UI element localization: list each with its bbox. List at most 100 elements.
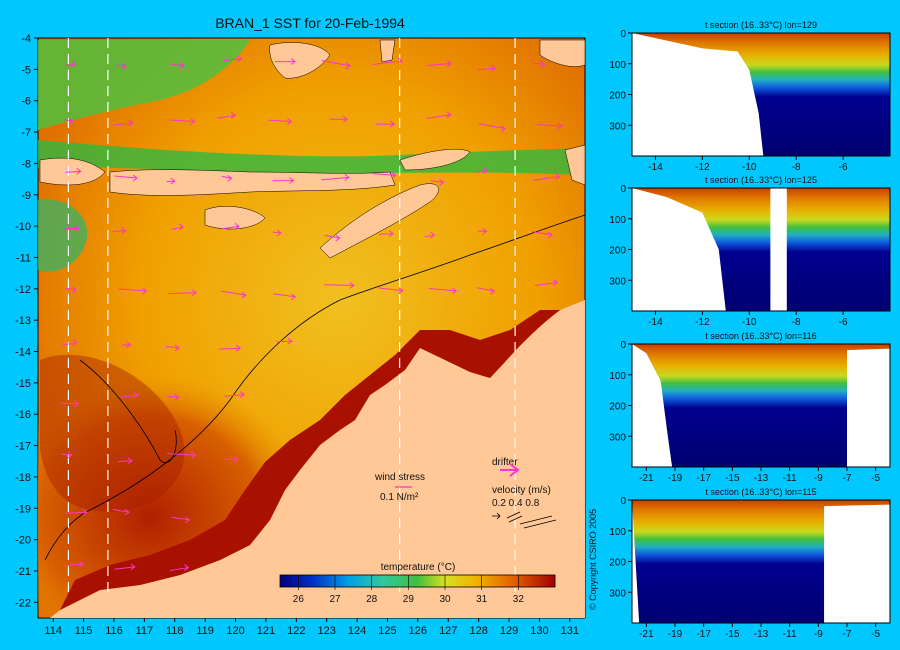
lat-tick-label: -8 bbox=[21, 158, 31, 170]
lon-tick-label: 130 bbox=[530, 625, 548, 637]
section-ytick-label: 0 bbox=[620, 29, 626, 40]
lat-tick-label: -20 bbox=[15, 535, 31, 547]
velocity-scale: 0.2 0.4 0.8 bbox=[492, 498, 540, 509]
velocity-arrow bbox=[478, 123, 506, 133]
cool-band-north bbox=[38, 40, 250, 130]
velocity-arrows bbox=[60, 55, 563, 572]
velocity-arrow bbox=[532, 231, 553, 239]
lat-tick-label: -10 bbox=[15, 221, 31, 233]
velocity-arrow bbox=[428, 60, 452, 67]
section-title: t section (16..33°C) lon=116 bbox=[705, 331, 816, 341]
colorbar bbox=[279, 574, 556, 588]
section-xtick-label: -15 bbox=[725, 473, 740, 484]
section-xtick-label: -13 bbox=[754, 473, 769, 484]
bathymetry-contour-2 bbox=[79, 359, 177, 463]
velocity-arrow bbox=[114, 119, 134, 127]
section-ytick-label: 300 bbox=[609, 276, 626, 287]
velocity-arrow bbox=[534, 279, 559, 287]
section-xtick-label: -12 bbox=[695, 162, 710, 173]
lon-tick-label: 120 bbox=[226, 625, 244, 637]
island-northeast bbox=[539, 39, 586, 67]
velocity-arrow bbox=[533, 61, 546, 68]
coastal-hot-strip bbox=[60, 310, 560, 610]
copyright: © Copyright CSIRO 2005 bbox=[588, 509, 598, 610]
velocity-arrow bbox=[222, 222, 240, 230]
section-ytick-label: 300 bbox=[609, 588, 626, 599]
section-ytick-label: 300 bbox=[609, 432, 626, 443]
lat-tick-label: -14 bbox=[15, 347, 31, 359]
section-xtick-label: -10 bbox=[742, 317, 757, 328]
lon-tick-label: 116 bbox=[105, 625, 123, 637]
section-ytick-label: 100 bbox=[609, 215, 626, 226]
section-panel: t section (16..33°C) lon=116 -21 -19 -17 -15… bbox=[609, 331, 891, 484]
section-ytick-label: 200 bbox=[609, 402, 626, 413]
velocity-arrow bbox=[430, 179, 445, 186]
section-title: t section (16..33°C) lon=115 bbox=[705, 487, 816, 497]
section-land-right bbox=[824, 504, 890, 623]
velocity-arrow bbox=[60, 400, 80, 408]
velocity-arrow bbox=[533, 173, 561, 181]
velocity-arrow bbox=[222, 55, 243, 63]
section-xtick-label: -17 bbox=[696, 473, 711, 484]
section-ytick-label: 200 bbox=[609, 246, 626, 257]
lon-tick-label: 118 bbox=[166, 625, 184, 637]
lon-tick-label: 128 bbox=[469, 625, 487, 637]
section-xtick-label: -15 bbox=[725, 629, 740, 640]
velocity-arrow bbox=[171, 223, 185, 231]
lon-tick-label: 121 bbox=[257, 625, 275, 637]
section-lines bbox=[67, 38, 516, 598]
velocity-arrow bbox=[424, 231, 436, 239]
lat-tick-label: -4 bbox=[21, 33, 31, 45]
velocity-arrow bbox=[168, 289, 197, 297]
section-ytick-label: 0 bbox=[620, 184, 626, 195]
lat-tick-label: -5 bbox=[21, 64, 31, 76]
section-xtick-label: -10 bbox=[742, 162, 757, 173]
section-land-left bbox=[632, 33, 764, 156]
velocity-arrow bbox=[221, 174, 233, 182]
island-sumba bbox=[204, 206, 266, 230]
lat-tick-label: -15 bbox=[15, 378, 31, 390]
lat-tick-label: -6 bbox=[21, 96, 31, 108]
island-buton bbox=[379, 39, 396, 63]
section-xtick-label: -11 bbox=[783, 473, 797, 484]
section-xtick-label: -6 bbox=[839, 162, 848, 173]
velocity-arrow bbox=[64, 225, 80, 232]
velocity-arrow bbox=[65, 167, 82, 175]
velocity-arrow bbox=[169, 564, 190, 572]
island-sulawesi-south bbox=[269, 42, 331, 79]
velocity-arrow bbox=[321, 60, 351, 70]
colorbar-tick-label: 27 bbox=[329, 594, 341, 605]
lon-tick-label: 131 bbox=[561, 625, 579, 637]
velocity-arrow bbox=[117, 457, 133, 465]
velocity-arrow bbox=[61, 339, 78, 346]
velocity-arrow bbox=[274, 58, 296, 65]
drifter-label: drifter bbox=[492, 457, 518, 468]
section-title: t section (16..33°C) lon=129 bbox=[705, 20, 817, 30]
velocity-arrow bbox=[272, 177, 295, 184]
main-map: BRAN_1 SST for 20-Feb-1994 114 115 116 117 1… bbox=[15, 15, 586, 637]
velocity-label: velocity (m/s) bbox=[492, 485, 551, 496]
island-sumbawa bbox=[109, 169, 396, 196]
velocity-arrow bbox=[268, 118, 293, 125]
section-panel: t section (16..33°C) lon=129 -14 -12 -10 -8 -… bbox=[609, 20, 891, 173]
lon-tick-label: 125 bbox=[378, 625, 396, 637]
velocity-arrow bbox=[477, 227, 488, 235]
cool-patch-west bbox=[38, 199, 88, 272]
section-panels: t section (16..33°C) lon=129 -14 -12 -10 -8 -… bbox=[609, 20, 891, 640]
velocity-arrow bbox=[477, 64, 497, 72]
velocity-arrow bbox=[324, 234, 341, 242]
lat-tick-label: -17 bbox=[15, 441, 31, 453]
colorbar-tick-label: 32 bbox=[513, 594, 525, 605]
section-land-right bbox=[847, 348, 890, 467]
velocity-arrow bbox=[112, 227, 127, 234]
velocity-arrow bbox=[373, 57, 403, 65]
section-xtick-label: -13 bbox=[754, 629, 769, 640]
velocity-arrow bbox=[116, 63, 127, 70]
section-xtick-label: -11 bbox=[783, 629, 797, 640]
section-ytick-label: 200 bbox=[609, 91, 626, 102]
section-xtick-label: -14 bbox=[648, 317, 663, 328]
lon-tick-label: 114 bbox=[44, 625, 62, 637]
velocity-arrow bbox=[167, 393, 180, 401]
bathymetry-contour-1 bbox=[44, 214, 586, 561]
